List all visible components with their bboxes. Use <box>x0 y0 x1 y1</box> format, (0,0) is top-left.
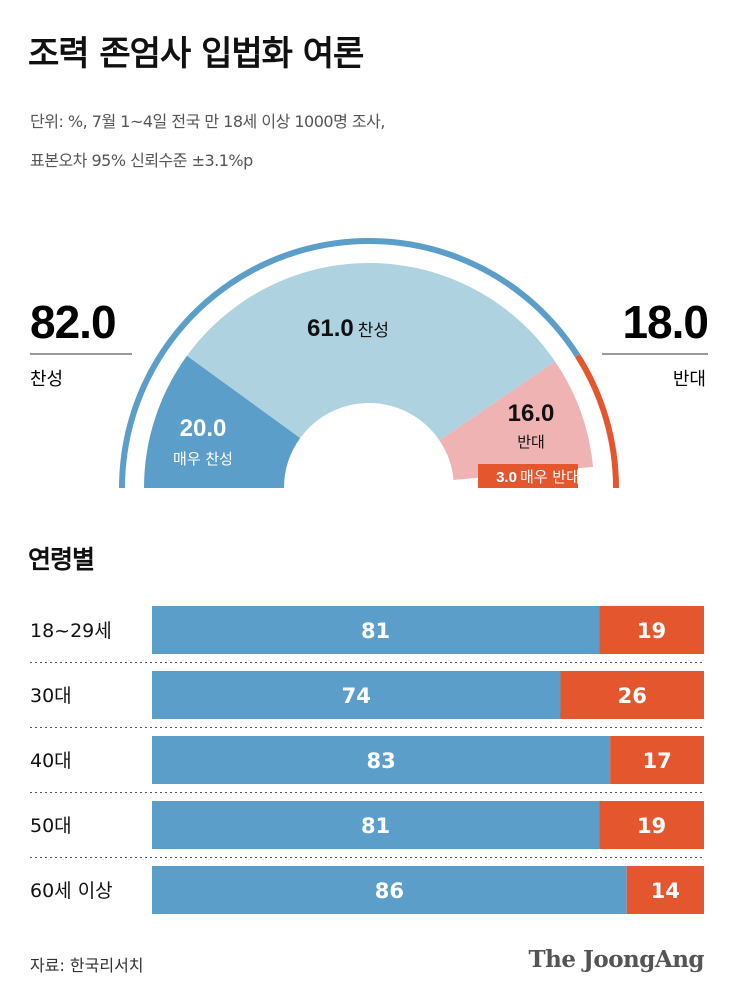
support-total-arc <box>119 238 581 489</box>
age-category-label: 18~29세 <box>30 620 112 642</box>
bar-oppose <box>599 801 704 849</box>
gauge-chart: 82.0 찬성 18.0 반대 61.0 찬성 20.0 매우 찬성 16.0 반… <box>30 238 709 489</box>
gauge-sector-very-support <box>144 355 301 488</box>
bar-support-value: 81 <box>361 814 390 838</box>
bar-oppose-value: 14 <box>651 879 680 903</box>
support-total-label: 찬성 <box>30 369 63 390</box>
bar-oppose <box>560 671 704 719</box>
bar-support <box>152 606 600 654</box>
age-category-label: 30대 <box>30 685 72 707</box>
bar-support-value: 74 <box>342 684 371 708</box>
oppose-value: 16.0 <box>508 400 555 427</box>
very-oppose-text: 매우 반대 <box>520 468 580 486</box>
very-support-value: 20.0 <box>180 415 227 442</box>
support-label: 찬성 <box>358 321 389 341</box>
bar-oppose-value: 17 <box>642 749 671 773</box>
subtitle-unit: 단위: %, 7월 1~4일 전국 만 18세 이상 1000명 조사, <box>30 112 385 131</box>
age-category-label: 40대 <box>30 750 72 772</box>
bar-support-value: 83 <box>366 749 395 773</box>
age-section-title: 연령별 <box>28 545 95 574</box>
bar-oppose <box>626 866 704 914</box>
gauge-sector-support <box>186 263 556 441</box>
bar-support <box>152 736 611 784</box>
bar-oppose-value: 19 <box>637 619 666 643</box>
very-oppose-value: 3.0 <box>496 469 517 486</box>
bar-oppose <box>610 736 704 784</box>
gauge-sector-oppose <box>439 361 593 480</box>
oppose-total-value: 18.0 <box>622 296 708 348</box>
bar-support <box>152 866 627 914</box>
bar-support-value: 81 <box>361 619 390 643</box>
support-value: 61.0 <box>307 315 354 342</box>
source-text: 자료: 한국리서치 <box>30 956 144 975</box>
age-category-label: 60세 이상 <box>30 880 113 902</box>
oppose-total-label: 반대 <box>673 369 706 390</box>
bar-oppose <box>599 606 704 654</box>
bar-oppose-value: 26 <box>618 684 647 708</box>
bar-support <box>152 671 561 719</box>
oppose-total-arc <box>575 354 619 489</box>
subtitle-margin: 표본오차 95% 신뢰수준 ±3.1%p <box>30 151 253 170</box>
bar-support <box>152 801 600 849</box>
very-oppose-label: 3.0 매우 반대 <box>496 468 580 486</box>
very-support-label: 매우 찬성 <box>173 450 233 468</box>
oppose-label: 반대 <box>517 433 545 451</box>
bar-oppose-value: 19 <box>637 814 666 838</box>
age-category-label: 50대 <box>30 815 72 837</box>
bar-support-value: 86 <box>375 879 404 903</box>
publisher-logo: The JoongAng <box>528 946 705 973</box>
support-value-label: 61.0 찬성 <box>307 315 389 342</box>
support-total-value: 82.0 <box>30 296 116 348</box>
gauge-sector-very-oppose <box>478 464 578 488</box>
page-title: 조력 존엄사 입법화 여론 <box>28 34 364 74</box>
